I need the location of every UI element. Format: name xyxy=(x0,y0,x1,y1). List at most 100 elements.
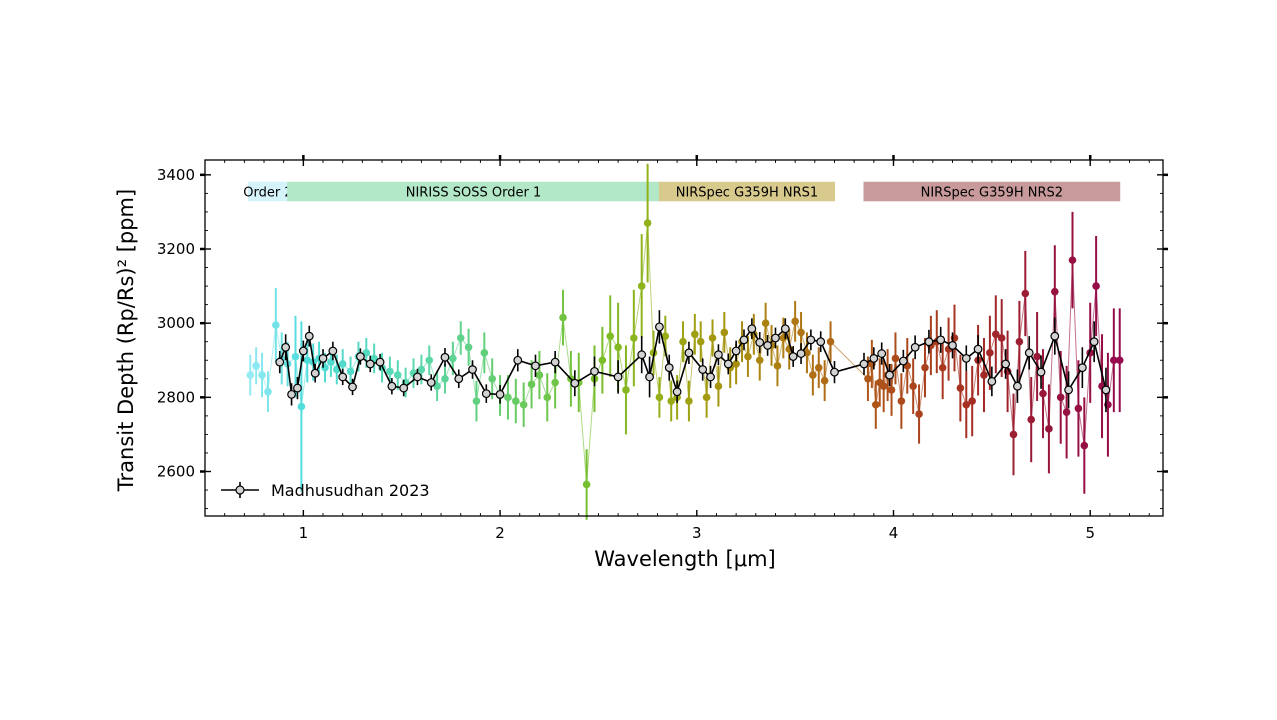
x-axis-label: Wavelength [μm] xyxy=(594,547,775,571)
obs-point xyxy=(449,354,457,363)
obs-point xyxy=(264,387,272,396)
obs-point xyxy=(991,330,1000,339)
obs-point xyxy=(606,332,615,340)
obs-point xyxy=(1092,282,1100,290)
obs-point xyxy=(488,374,497,383)
obs-point xyxy=(614,343,622,352)
obs-point xyxy=(1068,256,1077,264)
obs-connector xyxy=(475,352,485,402)
legend-marker xyxy=(235,485,245,495)
obs-point xyxy=(303,356,312,365)
obs-point xyxy=(417,365,426,374)
binned-point xyxy=(293,383,302,393)
obs-point xyxy=(921,363,929,372)
binned-point xyxy=(550,357,560,367)
plot-frame xyxy=(204,159,1164,517)
obs-point xyxy=(761,319,770,327)
x-tick-label: 1 xyxy=(299,524,309,542)
obs-connector xyxy=(562,317,572,379)
binned-point xyxy=(287,389,296,399)
binned-point xyxy=(924,337,934,347)
obs-point xyxy=(1015,337,1024,346)
obs-point xyxy=(797,328,805,337)
obs-point xyxy=(655,393,664,402)
obs-connector xyxy=(554,317,564,383)
obs-connector xyxy=(428,360,438,387)
binned-point xyxy=(755,338,765,347)
obs-point xyxy=(472,397,481,405)
binned-point xyxy=(655,322,664,332)
binned-point xyxy=(1001,359,1011,369)
binned-point xyxy=(531,361,540,371)
binned-point xyxy=(714,350,723,360)
binned-point xyxy=(413,372,422,382)
y-tick-label: 3200 xyxy=(157,240,195,258)
obs-point xyxy=(291,352,300,361)
obs-point xyxy=(956,384,965,392)
obs-point xyxy=(1080,441,1089,450)
y-tick-label: 2600 xyxy=(157,463,195,481)
legend: Madhusudhan 2023 xyxy=(221,481,430,500)
y-tick-label: 3400 xyxy=(157,166,195,184)
binned-point xyxy=(387,381,397,391)
instrument-band xyxy=(658,181,835,202)
obs-point xyxy=(986,349,994,357)
binned-point xyxy=(570,378,580,388)
obs-point xyxy=(915,410,923,418)
observation-points xyxy=(246,163,1124,520)
binned-point xyxy=(771,333,780,343)
binned-point xyxy=(806,335,816,345)
binned-point xyxy=(948,341,957,350)
binned-point xyxy=(731,346,741,356)
binned-point xyxy=(859,359,869,369)
obs-point xyxy=(702,393,711,402)
binned-point xyxy=(440,352,450,362)
obs-point xyxy=(559,313,567,322)
binned-point xyxy=(613,372,623,382)
binned-point xyxy=(298,346,308,356)
obs-point xyxy=(809,371,817,379)
binned-point xyxy=(281,342,291,352)
obs-point xyxy=(258,371,266,379)
binned-point xyxy=(304,331,314,341)
obs-connector xyxy=(625,337,635,390)
obs-connector xyxy=(586,378,595,485)
binned-point xyxy=(816,337,826,347)
binned-point xyxy=(898,356,908,366)
obs-point xyxy=(962,400,971,409)
obs-point xyxy=(1039,389,1047,398)
obs-point xyxy=(1021,289,1030,298)
binned-point xyxy=(1050,331,1060,341)
obs-point xyxy=(456,334,465,342)
binned-point xyxy=(763,341,773,350)
binned-point xyxy=(481,389,491,399)
obs-point xyxy=(708,334,717,342)
binned-point xyxy=(590,366,599,376)
x-tick-label: 2 xyxy=(495,524,505,542)
obs-point xyxy=(630,334,638,342)
y-axis-ticks: 2600 2800 3000 3200 3400 xyxy=(157,166,1168,510)
obs-point xyxy=(1062,408,1071,416)
instrument-band-label: NIRISS SOSS Order 1 xyxy=(406,186,542,201)
binned-point xyxy=(318,353,328,363)
y-axis-label: Transit Depth (Rp/Rs)² [ppm] xyxy=(114,189,138,492)
obs-point xyxy=(980,371,988,379)
obs-point xyxy=(464,343,473,352)
binned-point xyxy=(987,376,997,386)
obs-point xyxy=(622,386,630,394)
binned-point xyxy=(426,378,436,387)
obs-point xyxy=(297,402,306,411)
obs-point xyxy=(879,382,888,391)
binned-point xyxy=(454,374,464,384)
obs-point xyxy=(643,219,652,227)
obs-point xyxy=(582,480,591,489)
binned-point xyxy=(328,346,338,356)
binned-point xyxy=(877,349,887,358)
obs-point xyxy=(480,349,489,357)
obs-point xyxy=(755,356,764,365)
obs-point xyxy=(393,371,402,379)
binned-point xyxy=(869,353,879,363)
obs-point xyxy=(338,360,347,368)
binned-point xyxy=(275,357,285,367)
obs-point xyxy=(938,363,947,372)
